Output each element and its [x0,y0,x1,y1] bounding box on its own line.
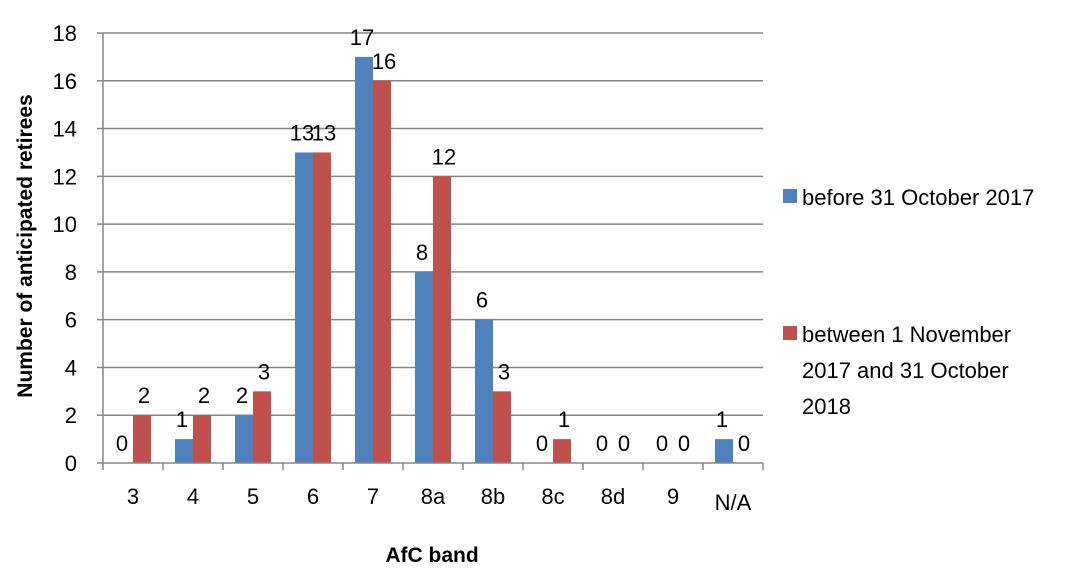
x-tick-label: 8c [541,484,564,509]
data-label: 3 [258,359,270,384]
x-tick-label: N/A [715,490,752,515]
x-tick-label: 3 [127,484,139,509]
x-tick-label: 5 [247,484,259,509]
bar [373,80,391,464]
bar [193,415,211,463]
data-label: 2 [138,383,150,408]
y-tick-label: 14 [53,117,77,142]
data-label: 1 [558,407,570,432]
y-tick-label: 6 [65,308,77,333]
data-label: 3 [498,359,510,384]
data-label: 0 [116,431,128,456]
data-label: 1 [716,407,728,432]
data-label: 6 [476,288,488,313]
legend-swatch [783,189,797,203]
y-tick-label: 16 [53,69,77,94]
bar [415,271,433,463]
bar [235,415,253,463]
bar [295,152,313,463]
bars-group [133,56,733,464]
legend-label: between 1 November [802,322,1011,347]
bar [253,391,271,463]
bar [313,152,331,463]
data-label: 0 [618,431,630,456]
y-tick-label: 18 [53,21,77,46]
data-label: 8 [416,240,428,265]
x-tick-label: 4 [187,484,199,509]
bar [433,176,451,464]
x-tick-label: 9 [667,484,679,509]
data-label: 2 [198,383,210,408]
legend-label: before 31 October 2017 [802,185,1034,210]
x-tick-label: 7 [367,484,379,509]
data-label: 16 [372,49,396,74]
bar [553,439,571,463]
data-label: 13 [312,120,336,145]
data-label: 12 [432,144,456,169]
legend: before 31 October 2017 between 1 November… [783,185,1034,419]
y-axis-title: Number of anticipated retirees [14,94,37,397]
x-tick-label: 6 [307,484,319,509]
bar [475,319,493,463]
bar [715,439,733,463]
y-tick-label: 0 [65,451,77,476]
bar [493,391,511,463]
data-label: 17 [350,25,374,50]
data-label: 0 [536,431,548,456]
y-tick-label: 4 [65,355,77,380]
y-tick-label: 2 [65,403,77,428]
data-label: 0 [596,431,608,456]
x-axis-title: AfC band [385,544,478,567]
x-tick-label: 8d [601,484,625,509]
bar [175,439,193,463]
data-label: 13 [290,120,314,145]
data-label: 1 [176,407,188,432]
data-label: 0 [678,431,690,456]
data-label: 0 [656,431,668,456]
data-label: 2 [236,383,248,408]
bar [133,415,151,463]
x-tick-label: 8a [421,484,446,509]
y-tick-label: 12 [53,164,77,189]
legend-label: 2017 and 31 October [802,358,1009,383]
bar [355,56,373,464]
y-tick-label: 10 [53,212,77,237]
x-tick-label: 8b [481,484,505,509]
legend-swatch [783,326,797,340]
legend-label: 2018 [802,394,851,419]
data-label: 0 [738,431,750,456]
y-tick-label: 8 [65,260,77,285]
